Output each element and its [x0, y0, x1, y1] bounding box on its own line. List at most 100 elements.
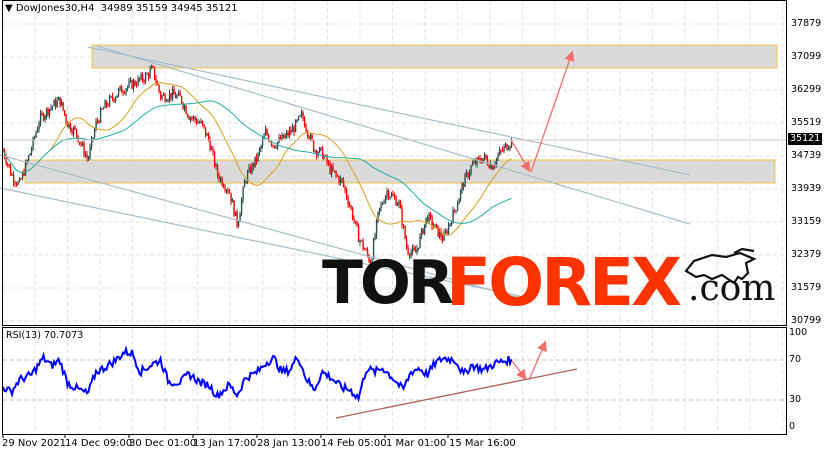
candle [63, 109, 66, 116]
ohlc-values: 34989 35159 34945 35121 [100, 3, 238, 14]
candle [141, 72, 144, 83]
channel-trendline-upper-2[interactable] [96, 45, 691, 225]
candle [468, 169, 471, 180]
candle [24, 160, 27, 177]
candle [221, 176, 223, 187]
forecast-arrow-down [510, 139, 531, 173]
candle [176, 93, 178, 100]
candle [387, 189, 390, 201]
candle [206, 132, 208, 136]
candle [302, 110, 304, 122]
candle [413, 244, 415, 251]
candle [464, 172, 466, 188]
candle [212, 145, 214, 156]
candle [72, 126, 75, 138]
resistance-zone[interactable] [91, 44, 778, 69]
candle [80, 141, 82, 147]
candle [87, 155, 90, 162]
candle [260, 144, 262, 153]
candle [455, 210, 457, 214]
support-zone[interactable] [24, 159, 776, 184]
candle [389, 196, 391, 200]
candle [215, 162, 217, 170]
candle [251, 162, 253, 175]
rsi-line [2, 345, 513, 403]
candle [32, 136, 34, 151]
candle [95, 117, 97, 132]
candle [177, 90, 180, 96]
candle [314, 149, 316, 154]
channel-trendline-lower[interactable] [0, 154, 521, 299]
candle [338, 175, 340, 186]
candle [476, 156, 478, 168]
candle [224, 183, 226, 193]
candle [449, 223, 451, 227]
candle [104, 99, 106, 108]
candle [62, 101, 64, 112]
candle [465, 169, 468, 178]
candle [249, 164, 252, 175]
candle [369, 259, 372, 266]
rsi-trendline[interactable] [335, 368, 578, 419]
candles [2, 64, 513, 266]
candle [138, 77, 141, 82]
candle [443, 229, 445, 241]
candle [446, 228, 448, 236]
candle [180, 95, 183, 105]
candle [203, 124, 205, 129]
channel-trendline-upper[interactable] [87, 46, 691, 176]
candle [12, 171, 15, 186]
candle [374, 232, 376, 241]
candle [398, 199, 400, 209]
candle [191, 115, 193, 122]
candle [321, 145, 324, 160]
candle [288, 126, 291, 139]
candle [332, 163, 334, 172]
candle [243, 179, 246, 188]
candle [357, 223, 360, 243]
candle [320, 147, 322, 151]
channel-trendline-lower-2[interactable] [0, 187, 521, 297]
candle [290, 126, 292, 135]
price-tick: 30799 [791, 315, 822, 326]
candle [117, 87, 120, 98]
candle [197, 118, 199, 124]
candle [14, 180, 16, 188]
candle [453, 209, 456, 213]
logo-com: .com [688, 268, 776, 309]
candle [93, 127, 96, 139]
candle [227, 187, 229, 195]
candle [345, 187, 348, 200]
candle [159, 90, 162, 101]
candle [396, 202, 399, 207]
candle [471, 160, 474, 167]
candle [303, 115, 306, 128]
candle [428, 212, 430, 225]
candle [120, 84, 123, 93]
candle [78, 141, 81, 146]
triangle-down-icon[interactable]: ▼ [5, 3, 16, 14]
candle [47, 107, 49, 118]
candle [402, 223, 405, 230]
candle [234, 211, 237, 217]
candle [239, 211, 241, 223]
candle [381, 201, 384, 205]
candle [399, 199, 402, 209]
candle [65, 113, 67, 125]
candle [450, 221, 453, 227]
candle [509, 145, 511, 152]
candle [161, 94, 163, 101]
candle [18, 177, 21, 183]
candle [39, 109, 42, 127]
candle [146, 72, 148, 75]
candle [11, 172, 13, 176]
candle [498, 146, 501, 157]
candle [287, 130, 289, 138]
candle [119, 85, 121, 91]
rsi-label: RSI(13) 70.7073 [6, 330, 84, 341]
candle [273, 145, 276, 149]
price-tick: 34739 [791, 150, 822, 161]
candle [408, 253, 411, 260]
candle [56, 96, 58, 108]
